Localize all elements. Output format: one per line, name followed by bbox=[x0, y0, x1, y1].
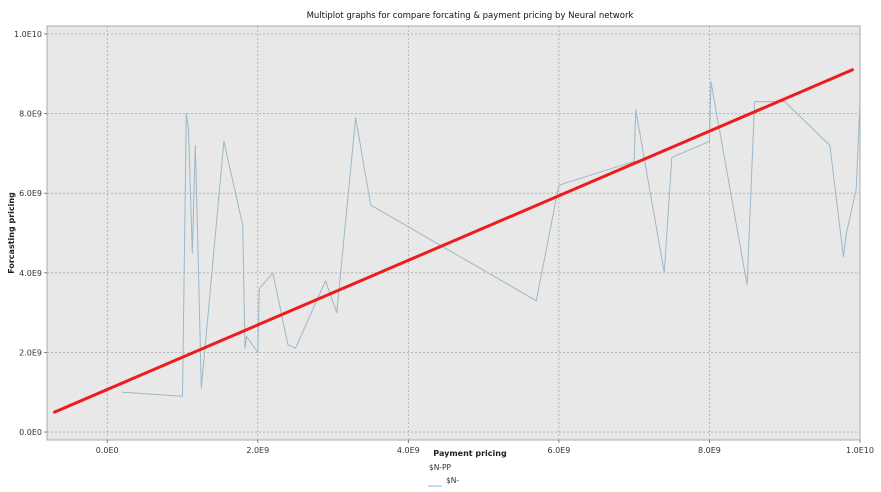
x-tick-label: 1.0E10 bbox=[846, 446, 874, 455]
x-tick-label: 2.0E9 bbox=[246, 446, 269, 455]
x-tick-label: 8.0E9 bbox=[698, 446, 721, 455]
grid-layer bbox=[47, 26, 861, 440]
x-tick-label: 0.0E0 bbox=[96, 446, 119, 455]
x-tick-label: 6.0E9 bbox=[547, 446, 570, 455]
series-line bbox=[121, 81, 861, 397]
y-tick-label: 0.0E0 bbox=[19, 428, 42, 437]
y-tick-label: 1.0E10 bbox=[14, 30, 42, 39]
y-tick-label: 8.0E9 bbox=[19, 110, 42, 119]
y-tick-label: 2.0E9 bbox=[19, 348, 42, 357]
chart-title: Multiplot graphs for compare forcating &… bbox=[307, 11, 634, 21]
x-axis-title: Payment pricing bbox=[433, 449, 507, 458]
tick-layer: 0.0E0 2.0E9 4.0E9 6.0E9 8.0E9 1.0E10 0.0E0 2.0E… bbox=[14, 30, 874, 455]
y-tick-label: 6.0E9 bbox=[19, 189, 42, 198]
series-layer bbox=[53, 68, 861, 414]
y-tick-label: 4.0E9 bbox=[19, 269, 42, 278]
legend: $N-PP $N- bbox=[428, 463, 459, 487]
legend-entry-label: $N- bbox=[446, 476, 459, 485]
x-tick-label: 4.0E9 bbox=[397, 446, 420, 455]
legend-title: $N-PP bbox=[429, 463, 452, 472]
regression-line bbox=[53, 68, 854, 414]
y-axis-title: Forcasting pricing bbox=[7, 192, 16, 274]
